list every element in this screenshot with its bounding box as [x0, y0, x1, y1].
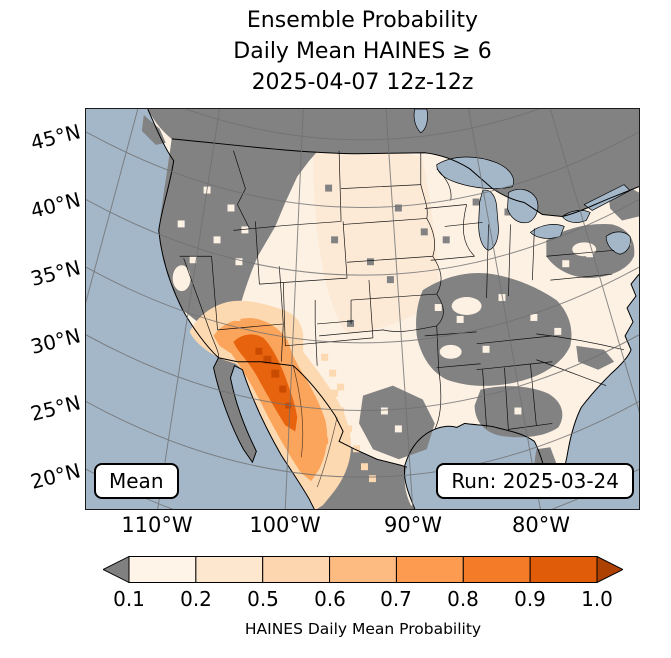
- lon-label-110w: 110°W: [121, 513, 193, 537]
- texas-masked: [359, 385, 435, 460]
- orange-mid-speckles: [291, 419, 329, 461]
- lon-label-100w: 100°W: [249, 513, 321, 537]
- colorbar-label: HAINES Daily Mean Probability: [244, 620, 482, 638]
- lake-winnipeg: [413, 109, 428, 134]
- graticule: [86, 109, 639, 509]
- colorbar-tick: 0.1: [113, 587, 145, 611]
- colorbar-over-arrow: [596, 555, 625, 584]
- colorbar-tick: 0.8: [447, 587, 479, 611]
- colorbar-tick: 0.7: [380, 587, 412, 611]
- colorbar: 0.1 0.2 0.5 0.6 0.7 0.8 0.9 1.0 HAINES D…: [101, 555, 625, 652]
- lat-label-40n: 40°N: [28, 187, 83, 223]
- colorbar-segment: [462, 556, 531, 583]
- mean-box: Mean: [94, 463, 179, 499]
- colorbar-tick: 1.0: [581, 587, 613, 611]
- figure-title: Ensemble Probability Daily Mean HAINES ≥…: [85, 5, 640, 98]
- colorbar-segment: [395, 556, 464, 583]
- orange-low-speckles: [213, 304, 376, 483]
- colorbar-segment: [529, 556, 598, 583]
- vancouver-island: [141, 114, 166, 145]
- virginia-masked: [576, 345, 615, 370]
- map-axes: Mean Run: 2025-03-24: [85, 108, 640, 510]
- parallels: [86, 109, 639, 509]
- colorbar-tick: 0.5: [247, 587, 279, 611]
- lat-label-45n: 45°N: [28, 119, 83, 155]
- lake-huron: [507, 188, 539, 224]
- gray-speckles: [325, 184, 512, 327]
- canada-border: [171, 138, 639, 217]
- colorbar-segment: [195, 556, 264, 583]
- run-date-box: Run: 2025-03-24: [436, 463, 634, 499]
- colorbar-tick: 0.2: [180, 587, 212, 611]
- lat-label-20n: 20°N: [28, 458, 83, 494]
- lat-label-30n: 30°N: [28, 323, 83, 359]
- colorbar-tick: 0.6: [314, 587, 346, 611]
- state-borders: [179, 150, 625, 488]
- colorbar-tick: 0.9: [514, 587, 546, 611]
- colorbar-under-arrow: [101, 555, 130, 584]
- title-line-2: Daily Mean HAINES ≥ 6: [233, 39, 492, 64]
- colorbar-bar: [101, 555, 625, 584]
- lat-label-25n: 25°N: [28, 390, 83, 426]
- title-line-3: 2025-04-07 12z-12z: [251, 70, 474, 95]
- lake-erie: [529, 224, 565, 239]
- coastline: [147, 109, 639, 509]
- lat-label-35n: 35°N: [28, 255, 83, 291]
- pnw-masked: [158, 138, 318, 339]
- meridians: [86, 109, 639, 509]
- lon-label-80w: 80°W: [512, 513, 570, 537]
- plains-tint: [313, 148, 441, 334]
- lake-superior: [436, 156, 514, 190]
- colorbar-segment: [128, 556, 197, 583]
- prob-high-region: [233, 334, 298, 432]
- colorbar-ticks: 0.1 0.2 0.5 0.6 0.7 0.8 0.9 1.0: [103, 587, 623, 613]
- gulf-of-maine: [605, 231, 631, 255]
- map-canvas: [86, 109, 639, 509]
- title-line-1: Ensemble Probability: [246, 8, 479, 33]
- lon-label-90w: 90°W: [384, 513, 442, 537]
- colorbar-segment: [329, 556, 397, 583]
- colorbar-segment: [262, 556, 331, 583]
